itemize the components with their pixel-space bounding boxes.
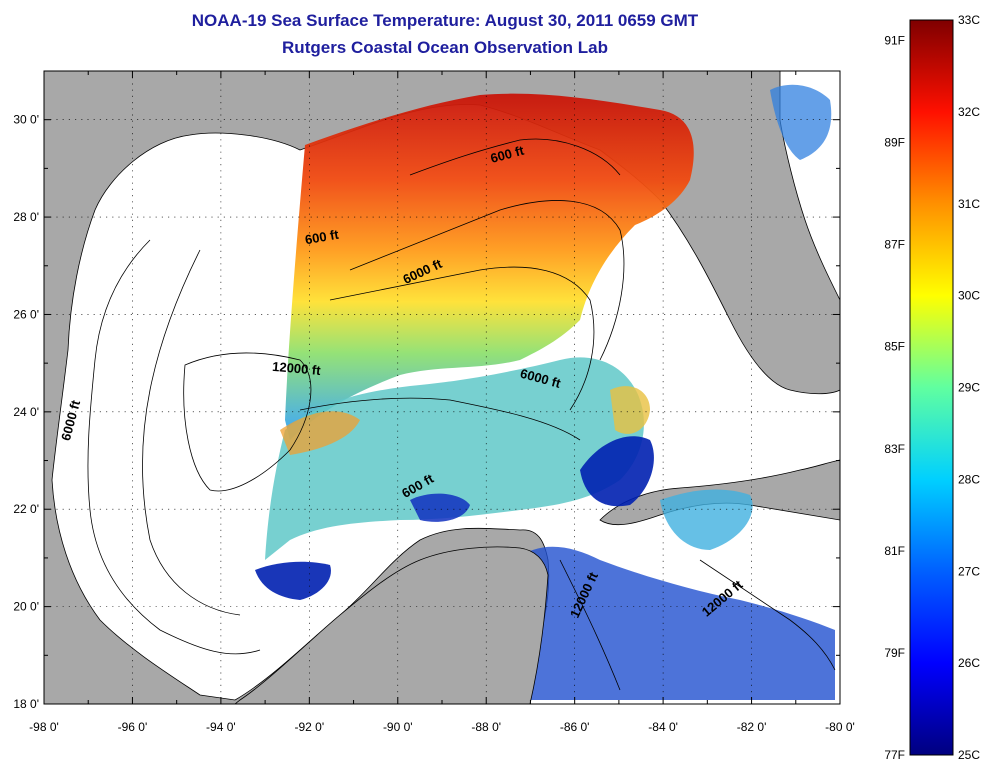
sst-florida-east <box>770 84 832 160</box>
x-tick-label: -90 0' <box>383 720 413 734</box>
colorbar-fahrenheit-label: 87F <box>884 238 905 252</box>
colorbar-fahrenheit-label: 89F <box>884 136 905 150</box>
sst-swath-mid <box>265 357 644 560</box>
sst-cold-patch-1 <box>255 561 331 600</box>
colorbar-fahrenheit-label: 83F <box>884 442 905 456</box>
y-tick-label: 18 0' <box>13 697 39 711</box>
sst-caribbean-patch <box>660 489 753 550</box>
x-tick-label: -88 0' <box>471 720 501 734</box>
y-tick-label: 20 0' <box>13 600 39 614</box>
colorbar-fahrenheit-label: 79F <box>884 646 905 660</box>
x-tick-label: -92 0' <box>295 720 325 734</box>
colorbar-celsius-label: 32C <box>958 105 980 119</box>
y-tick-labels: 18 0' 20 0' 22 0' 24 0' 26 0' 28 0' 30 0' <box>13 113 39 711</box>
y-tick-label: 30 0' <box>13 113 39 127</box>
contour-label: 600 ft <box>304 227 341 248</box>
y-tick-label: 22 0' <box>13 502 39 516</box>
colorbar-celsius-label: 25C <box>958 748 980 762</box>
x-tick-label: -96 0' <box>118 720 148 734</box>
colorbar-celsius-label: 30C <box>958 289 980 303</box>
tick-marks <box>43 70 841 705</box>
colorbar-fahrenheit-label: 91F <box>884 33 905 47</box>
colorbar-celsius-label: 29C <box>958 381 980 395</box>
sst-yucatan-channel <box>513 546 835 700</box>
contour-label: 12000 ft <box>272 359 322 378</box>
colorbar-celsius-labels: 33C 32C 31C 30C 29C 28C 27C 26C 25C <box>958 13 980 762</box>
colorbar-fahrenheit-labels: 91F 89F 87F 85F 83F 81F 79F 77F <box>884 33 905 762</box>
sst-swath-north <box>285 93 694 440</box>
colorbar-gradient <box>909 19 954 756</box>
map-title: NOAA-19 Sea Surface Temperature: August … <box>191 11 699 30</box>
sst-cold-patch-3 <box>410 493 470 522</box>
sst-warm-patch <box>280 411 360 455</box>
colorbar-fahrenheit-label: 85F <box>884 340 905 354</box>
colorbar-fahrenheit-label: 77F <box>884 748 905 762</box>
x-tick-label: -86 0' <box>560 720 590 734</box>
bathymetry-contours <box>87 138 836 691</box>
map-subtitle: Rutgers Coastal Ocean Observation Lab <box>282 38 608 57</box>
colorbar-celsius-label: 28C <box>958 472 980 486</box>
x-tick-label: -94 0' <box>206 720 236 734</box>
y-tick-label: 24 0' <box>13 405 39 419</box>
y-tick-label: 26 0' <box>13 307 39 321</box>
yucatan-land <box>234 546 549 704</box>
graticule <box>44 71 840 704</box>
x-tick-label: -82 0' <box>737 720 767 734</box>
x-tick-label: -84 0' <box>648 720 678 734</box>
x-tick-label: -80 0' <box>825 720 855 734</box>
x-tick-labels: -98 0' -96 0' -94 0' -92 0' -90 0' -88 0' -86 … <box>29 720 855 734</box>
sst-cold-patch-2 <box>580 436 654 507</box>
colorbar-celsius-label: 27C <box>958 564 980 578</box>
colorbar-fahrenheit-label: 81F <box>884 544 905 558</box>
x-tick-label: -98 0' <box>29 720 59 734</box>
sst-warm-patch-east <box>610 386 650 434</box>
y-tick-label: 28 0' <box>13 210 39 224</box>
colorbar-celsius-label: 31C <box>958 197 980 211</box>
colorbar-celsius-label: 33C <box>958 13 980 27</box>
colorbar-celsius-label: 26C <box>958 656 980 670</box>
